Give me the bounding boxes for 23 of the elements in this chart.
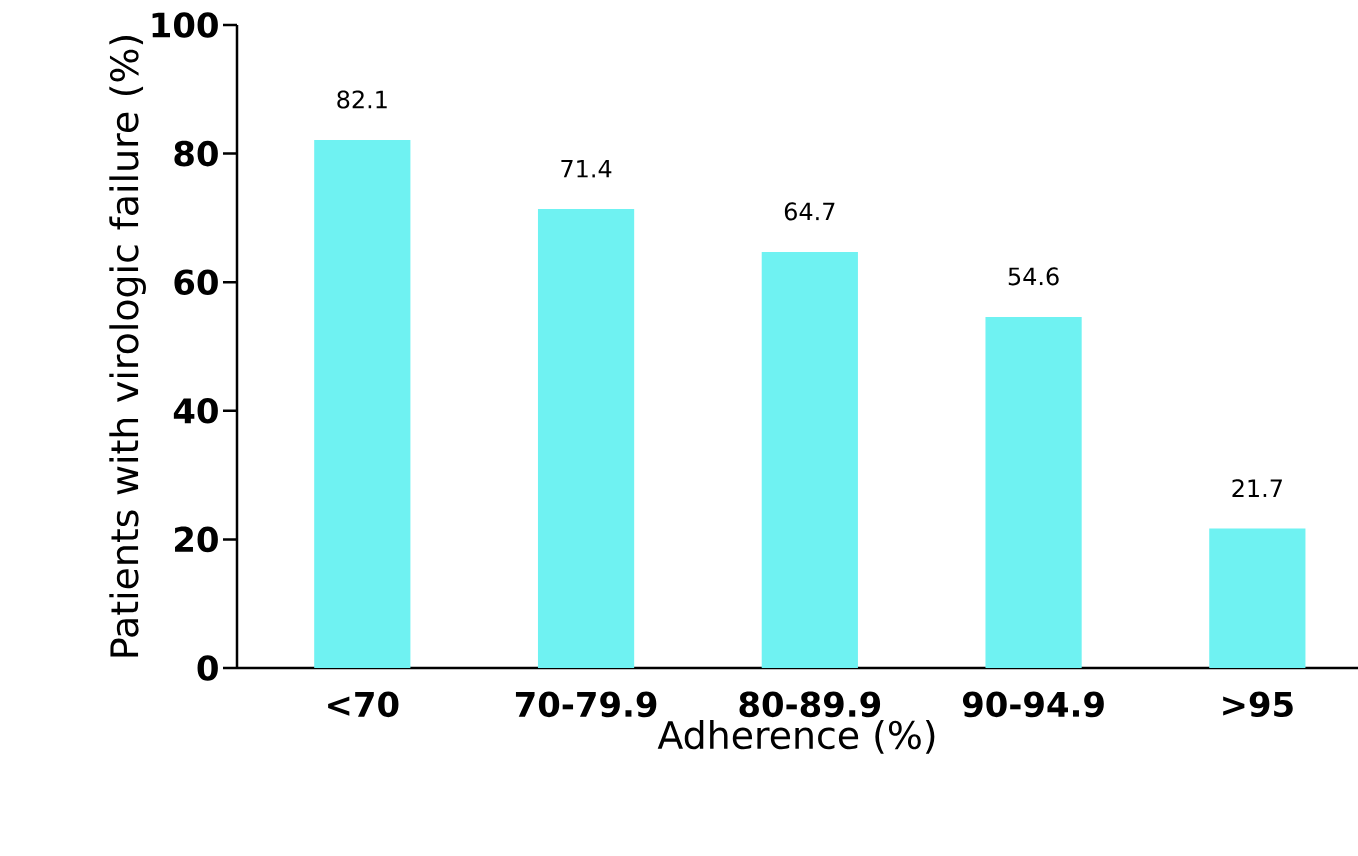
x-axis-title: Adherence (%) — [657, 719, 935, 754]
data-label: 21.7 — [1232, 479, 1282, 497]
y-tick-label: 80 — [174, 140, 218, 167]
data-label: 64.7 — [784, 202, 835, 221]
y-tick-label: 20 — [175, 526, 218, 553]
y-axis-title: Patients with virologic failure (%) — [109, 36, 146, 657]
data-label: 54.6 — [1008, 267, 1059, 286]
x-tick-label: 70-79.9 — [515, 691, 657, 718]
x-tick-label: >95 — [1223, 691, 1293, 718]
x-tick-label: 80-89.9 — [739, 691, 881, 718]
x-tick-label: <70 — [328, 691, 399, 718]
y-tick-label: 40 — [173, 397, 218, 424]
bar — [985, 316, 1082, 668]
data-label: 71.4 — [561, 159, 612, 178]
y-tick-label: 0 — [197, 655, 218, 681]
bar — [1209, 528, 1306, 668]
data-label: 82.1 — [337, 90, 387, 109]
bar — [537, 208, 635, 668]
y-tick-label: 60 — [174, 269, 218, 296]
bar — [761, 251, 858, 668]
x-tick-label: 90-94.9 — [962, 691, 1104, 718]
bar — [314, 140, 411, 668]
y-tick-label: 100 — [152, 12, 218, 38]
